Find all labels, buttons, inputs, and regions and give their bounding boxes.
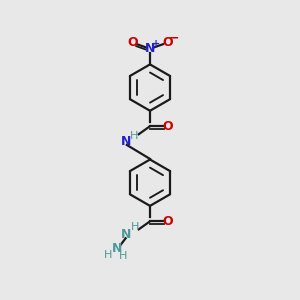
Text: H: H: [119, 251, 128, 261]
Text: N: N: [121, 228, 131, 241]
Text: O: O: [128, 36, 138, 49]
Text: N: N: [145, 42, 155, 56]
Text: O: O: [163, 215, 173, 228]
Text: H: H: [130, 131, 138, 141]
Text: O: O: [163, 120, 173, 133]
Text: O: O: [162, 36, 172, 49]
Text: N: N: [112, 242, 122, 255]
Text: −: −: [169, 32, 179, 45]
Text: H: H: [131, 222, 139, 232]
Text: N: N: [121, 135, 131, 148]
Text: H: H: [103, 250, 112, 260]
Text: +: +: [152, 39, 160, 49]
